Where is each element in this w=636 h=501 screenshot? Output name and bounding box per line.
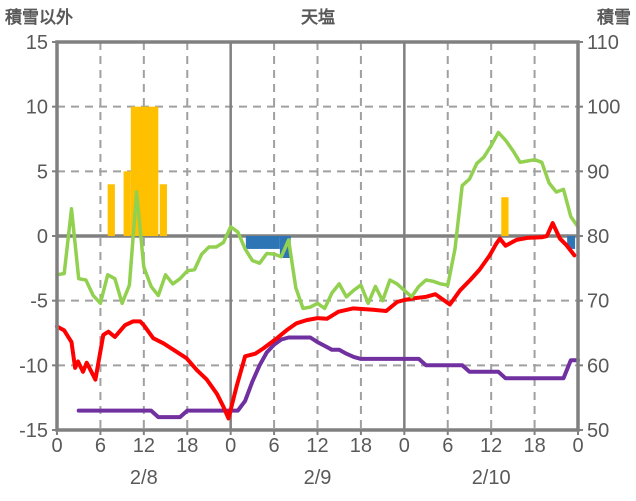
x-axis-tick-label: 6 (269, 435, 280, 457)
x-axis-date-label: 2/9 (304, 467, 332, 489)
right-axis-tick-label: 90 (587, 161, 609, 183)
precipitation-bars-yellow-bar (123, 171, 131, 236)
right-axis-tick-label: 60 (587, 355, 609, 377)
precipitation-bars-yellow-bar (107, 184, 115, 236)
x-axis-tick-label: 0 (225, 435, 236, 457)
left-axis-tick-label: 5 (37, 161, 48, 183)
left-axis-tick-label: -10 (19, 355, 48, 377)
right-axis-tick-label: 100 (587, 97, 620, 119)
snow-depth-line-purple-series (76, 335, 580, 420)
x-axis-tick-label: 0 (572, 435, 583, 457)
temperature-line-green (55, 130, 580, 311)
left-axis-tick-label: -5 (30, 291, 48, 313)
x-axis-tick-label: 18 (523, 435, 545, 457)
x-axis-tick-label: 12 (133, 435, 155, 457)
right-axis-tick-label: 80 (587, 226, 609, 248)
negative-bars-blue-bar (567, 236, 576, 249)
snow-depth-line-purple (76, 335, 580, 420)
left-axis-tick-label: 10 (26, 97, 48, 119)
negative-bars-blue-bar (245, 236, 280, 249)
x-axis-tick-label: 0 (399, 435, 410, 457)
left-axis-title: 積雪以外 (5, 8, 73, 27)
x-axis-tick-label: 18 (176, 435, 198, 457)
x-axis-tick-label: 18 (350, 435, 372, 457)
x-axis-tick-label: 12 (306, 435, 328, 457)
right-axis-tick-label: 70 (587, 291, 609, 313)
temperature-line-green-series (55, 130, 580, 311)
right-axis-tick-label: 110 (587, 32, 619, 54)
precipitation-bars-yellow-bar (159, 184, 167, 236)
left-axis-tick-label: 0 (37, 226, 48, 248)
precipitation-bars-yellow-series (107, 106, 509, 237)
temperature-line-red-series (55, 221, 577, 421)
x-axis-tick-label: 6 (95, 435, 106, 457)
x-axis-date-label: 2/10 (472, 467, 511, 489)
left-axis-tick-label: -15 (19, 420, 48, 442)
right-axis-tick-label: 50 (587, 420, 609, 442)
x-axis-date-label: 2/8 (130, 467, 158, 489)
x-axis-tick-label: 12 (480, 435, 502, 457)
chart-title: 天塩 (301, 8, 335, 27)
left-axis-tick-label: 15 (26, 32, 48, 54)
temperature-line-red (55, 221, 577, 421)
x-axis-tick-label: 0 (51, 435, 62, 457)
precipitation-bars-yellow-bar (501, 197, 509, 236)
right-axis-title: 積雪 (597, 8, 631, 27)
x-axis-tick-label: 6 (442, 435, 453, 457)
